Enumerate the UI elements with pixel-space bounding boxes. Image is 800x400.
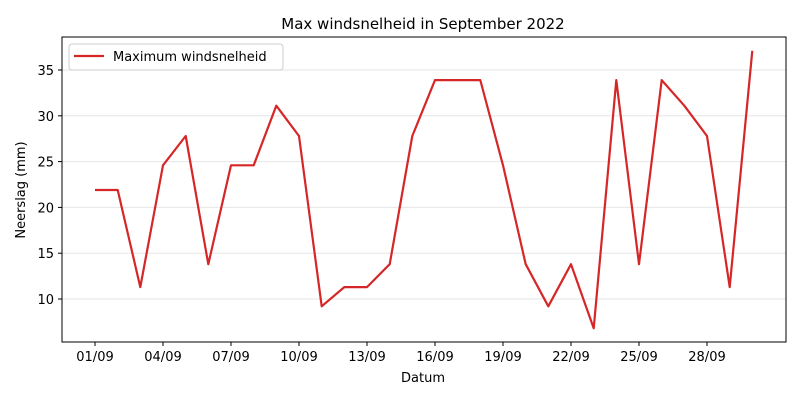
x-tick-label: 07/09 [212, 350, 249, 365]
y-tick-label: 35 [37, 64, 54, 79]
x-tick-label: 25/09 [620, 350, 657, 365]
y-tick-label: 10 [37, 293, 54, 308]
x-tick-label: 16/09 [416, 350, 453, 365]
x-tick-label: 04/09 [144, 350, 181, 365]
x-tick-label: 19/09 [484, 350, 521, 365]
x-tick-label: 01/09 [76, 350, 113, 365]
x-axis-ticks: 01/09 04/09 07/09 10/09 13/09 16/09 19/09 22/09… [76, 342, 726, 365]
series-line [95, 50, 754, 330]
y-axis-ticks: 10 15 20 25 30 35 [37, 64, 62, 308]
y-tick-label: 15 [37, 247, 54, 262]
series-lines [95, 50, 754, 330]
y-axis-label: Neerslag (mm) [14, 141, 29, 238]
x-tick-label: 28/09 [688, 350, 725, 365]
legend-box [68, 43, 284, 71]
plot-frame [61, 36, 787, 343]
legend: Maximum windsnelheid [68, 43, 284, 71]
x-tick-label: 13/09 [348, 350, 385, 365]
y-tick-label: 20 [37, 201, 54, 216]
x-tick-label: 22/09 [552, 350, 589, 365]
y-tick-label: 25 [37, 156, 54, 171]
x-tick-label: 10/09 [280, 350, 317, 365]
chart-title: Max windsnelheid in September 2022 [281, 15, 564, 33]
legend-label: Maximum windsnelheid [113, 50, 267, 65]
y-tick-label: 30 [37, 110, 54, 125]
x-axis-label: Datum [401, 371, 445, 386]
